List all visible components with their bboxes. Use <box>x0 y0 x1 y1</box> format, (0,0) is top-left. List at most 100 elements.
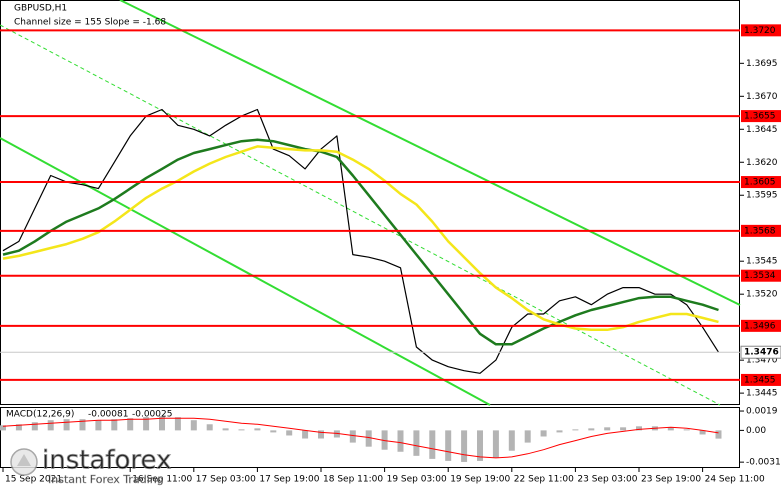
macd-bar <box>699 430 706 435</box>
macd-bar <box>143 417 150 431</box>
x-tick-label: 23 Sep 19:00 <box>641 475 701 485</box>
macd-main: -0.00081 <box>88 410 128 420</box>
macd-bar <box>333 430 340 438</box>
channel-middle <box>0 24 721 406</box>
macd-bar <box>190 420 197 431</box>
macd-bar <box>63 419 70 431</box>
level-label: 1.3720 <box>744 26 776 36</box>
macd-bar <box>159 416 165 431</box>
signal-line <box>2 417 719 459</box>
y-tick-label: 0.0019 <box>746 407 778 417</box>
macd-bar <box>318 430 324 439</box>
x-tick-label: 24 Sep 11:00 <box>705 475 765 485</box>
macd-bar <box>445 430 452 461</box>
macd-bar <box>540 430 547 437</box>
chart-subtitle: Channel size = 155 Slope = -1.68 <box>14 18 166 28</box>
macd-bar <box>365 430 372 447</box>
macd-bar <box>620 427 627 431</box>
macd-bar <box>715 430 722 439</box>
macd-bar <box>588 428 595 431</box>
macd-bar <box>477 430 483 461</box>
level-tag <box>741 373 781 386</box>
macd-bar <box>15 424 22 431</box>
macd-bar <box>556 430 563 433</box>
x-tick-label: 16 Sep 11:00 <box>132 475 192 485</box>
y-tick-label: 1.3545 <box>746 257 778 267</box>
macd-signal: -0.00025 <box>132 410 172 420</box>
macd-title: MACD(12,26,9) <box>6 410 74 420</box>
macd-bar <box>174 417 181 431</box>
macd-bar <box>636 426 642 431</box>
y-tick-label: 1.3470 <box>746 356 778 366</box>
y-tick-label: 1.3445 <box>746 389 778 399</box>
last-price-label: 1.3476 <box>744 348 779 358</box>
macd-bar <box>302 430 309 439</box>
macd-bar <box>286 430 293 436</box>
macd-bar <box>0 425 6 431</box>
macd-bar <box>95 420 102 431</box>
level-label: 1.3496 <box>744 321 776 331</box>
macd-bar <box>413 430 420 456</box>
macd-bar <box>111 419 118 431</box>
macd-bar <box>492 430 499 458</box>
channel-upper <box>119 0 741 306</box>
price-line <box>2 138 719 346</box>
level-tag <box>741 176 781 189</box>
level-tag <box>741 319 781 332</box>
macd-bar <box>429 430 436 459</box>
x-tick-label: 23 Sep 03:00 <box>577 475 637 485</box>
level-label: 1.3455 <box>744 375 776 385</box>
macd-bar <box>349 430 356 443</box>
y-tick-label: 1.3645 <box>746 125 778 135</box>
level-tag <box>741 224 781 237</box>
y-tick-label: 1.3620 <box>746 158 778 168</box>
level-tag <box>741 269 781 282</box>
macd-bar <box>222 428 229 431</box>
y-tick-label: 1.3520 <box>746 290 778 300</box>
level-tag <box>741 24 781 37</box>
watermark-tagline: Instant Forex Trading <box>48 473 164 486</box>
macd-bar <box>254 428 261 431</box>
macd-bar <box>79 419 86 431</box>
macd-bar <box>461 430 468 462</box>
level-label: 1.3534 <box>744 271 776 281</box>
macd-bar <box>31 422 38 431</box>
macd-bar <box>238 429 245 431</box>
macd-bar <box>667 427 674 431</box>
x-tick-label: 17 Sep 19:00 <box>259 475 319 485</box>
y-tick-label: 1.3670 <box>746 92 778 102</box>
last-price-tag <box>740 345 781 359</box>
chart-title: GBPUSD,H1 <box>14 4 67 14</box>
y-tick-label: 1.3695 <box>746 59 778 69</box>
watermark: instaforex Instant Forex Trading <box>10 445 172 486</box>
x-tick-label: 17 Sep 03:00 <box>196 475 256 485</box>
macd-bar <box>604 427 611 431</box>
macd-bar <box>572 429 579 431</box>
x-tick-label: 22 Sep 11:00 <box>514 475 574 485</box>
x-tick-label: 19 Sep 03:00 <box>387 475 447 485</box>
macd-bar <box>381 430 388 450</box>
price-line <box>2 145 719 332</box>
level-label: 1.3655 <box>744 112 776 122</box>
level-label: 1.3605 <box>744 178 776 188</box>
level-tag <box>741 110 781 123</box>
macd-bar <box>508 430 515 451</box>
macd-bar <box>270 430 277 433</box>
macd-bar <box>206 424 213 431</box>
macd-bar <box>524 430 531 443</box>
x-tick-label: 18 Sep 11:00 <box>323 475 383 485</box>
macd-bar <box>683 429 690 431</box>
y-tick-label: 0.00 <box>746 426 766 436</box>
macd-bar <box>127 418 134 431</box>
macd-bar <box>397 430 404 452</box>
level-label: 1.3568 <box>744 226 776 236</box>
price-line <box>2 108 720 374</box>
watermark-brand: instaforex <box>42 446 171 476</box>
main-panel <box>0 0 740 405</box>
y-tick-label: -0.00312 <box>746 458 781 468</box>
x-tick-label: 15 Sep 2021 <box>5 475 62 485</box>
plot-layer: 1.3695 1.3670 1.3645 1.3620 1.3595 1.3545 1.35… <box>0 24 781 485</box>
watermark-logo-mark <box>17 454 31 466</box>
